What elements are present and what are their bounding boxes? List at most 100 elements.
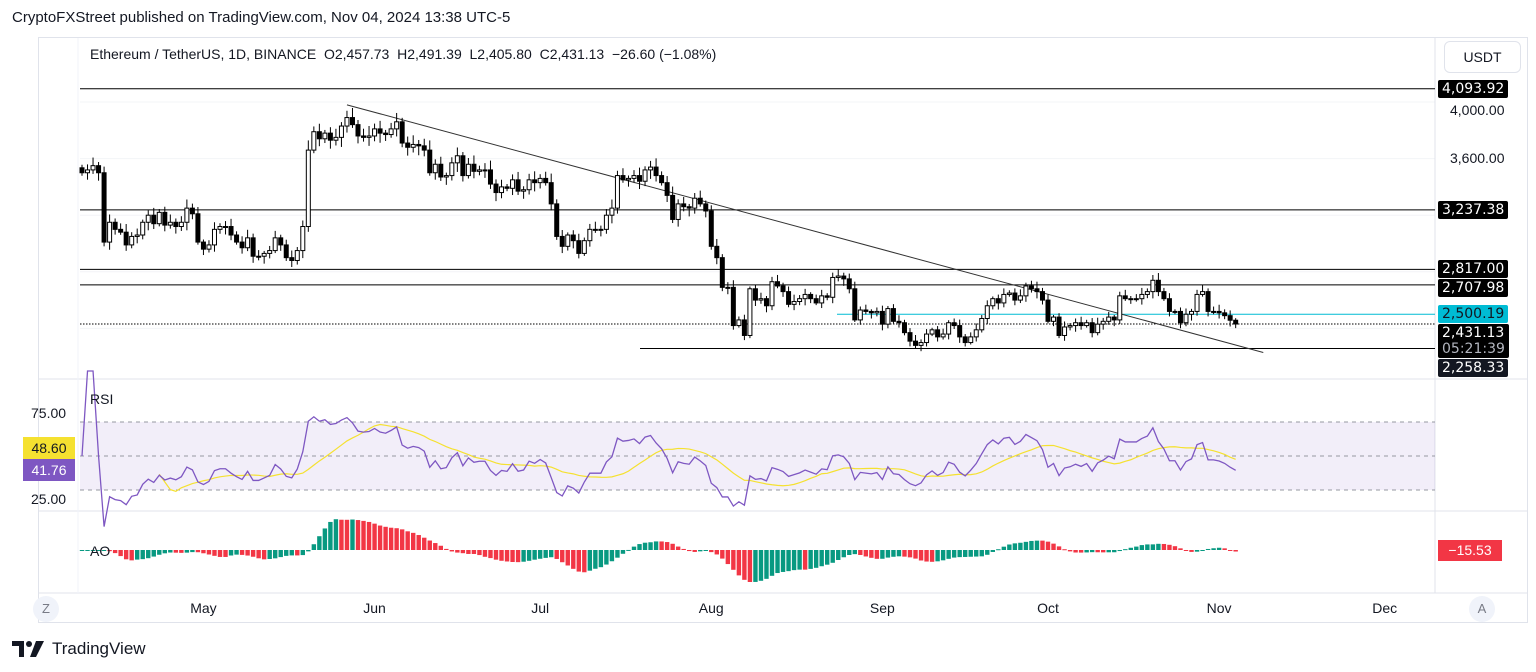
ao-bar-up	[1029, 540, 1034, 550]
candle-up	[990, 298, 996, 307]
candle-up	[261, 252, 267, 257]
ao-bar-up	[604, 550, 609, 565]
price-level-tag: 3,237.38	[1438, 200, 1509, 219]
candle-down	[852, 288, 858, 321]
ao-bar-up	[968, 550, 973, 557]
ao-bar-up	[1145, 544, 1150, 550]
candle-down	[1233, 319, 1239, 325]
ao-bar-up	[1012, 543, 1018, 550]
candle-up	[1133, 298, 1139, 301]
candle-up	[366, 135, 372, 138]
ao-bar-down	[239, 550, 245, 555]
ao-bar-down	[571, 550, 576, 569]
ao-bar-down	[725, 550, 731, 565]
ao-bar-up	[1018, 542, 1023, 550]
price-level-tag: 2,500.19	[1438, 305, 1509, 324]
rsi-tick-25: 25.00	[31, 491, 67, 507]
candle-down	[697, 197, 703, 205]
price-level-value: 2,817.00	[1442, 261, 1505, 278]
candle-up	[725, 286, 731, 289]
candle-up	[1084, 322, 1090, 327]
candle-up	[973, 329, 979, 338]
ao-bar-down	[173, 550, 179, 553]
ao-bar-up	[648, 542, 653, 550]
candle-up	[178, 221, 184, 228]
candle-up	[129, 235, 135, 246]
candle-down	[1078, 322, 1084, 327]
candle-up	[791, 301, 797, 305]
ao-bar-down	[504, 550, 510, 562]
candle-up	[217, 226, 223, 230]
candle-down	[808, 293, 814, 300]
price-level-value: 3,237.38	[1442, 201, 1505, 218]
ao-bar-up	[896, 550, 902, 557]
ao-bar-down	[477, 550, 482, 556]
ao-bar-up	[1128, 547, 1133, 550]
candle-up	[648, 166, 654, 171]
ao-bar-down	[1095, 550, 1100, 553]
ao-bar-down	[692, 550, 697, 552]
candle-up	[300, 226, 306, 252]
timezone-button[interactable]: Z	[33, 596, 59, 622]
ao-bar-up	[780, 550, 786, 572]
candle-up	[929, 329, 935, 335]
currency-button[interactable]: USDT	[1444, 41, 1521, 73]
ao-bar-up	[775, 550, 780, 574]
ao-bar-up	[598, 550, 604, 568]
ao-bar-down	[510, 550, 515, 563]
candle-down	[637, 175, 643, 182]
candle-down	[1089, 322, 1095, 334]
candle-up	[465, 163, 471, 177]
candle-up	[819, 295, 825, 304]
ao-bar-up	[1216, 547, 1222, 550]
ao-bar-down	[129, 550, 134, 561]
ao-bar-up	[791, 550, 797, 571]
ao-bar-down	[1051, 543, 1056, 550]
ao-bar-down	[201, 550, 206, 554]
candle-up	[134, 234, 140, 237]
candle-up	[802, 293, 808, 300]
ao-bar-up	[1023, 541, 1029, 550]
candle-up	[587, 228, 593, 242]
candle-down	[361, 135, 367, 138]
candle-up	[521, 189, 527, 192]
ao-bar-down	[422, 537, 427, 550]
candle-up	[835, 275, 841, 278]
ao-bar-down	[460, 550, 466, 554]
ao-bar-down	[339, 519, 344, 550]
candle-down	[752, 288, 758, 301]
ao-bar-up	[620, 550, 626, 554]
candle-up	[476, 169, 482, 172]
ao-bar-up	[1034, 540, 1040, 550]
ao-bar-down	[1062, 549, 1067, 551]
symbol-name[interactable]: Ethereum / TetherUS, 1D, BINANCE	[90, 46, 317, 62]
candle-down	[670, 194, 676, 220]
candle-down	[576, 240, 582, 254]
rsi-value-tag: 41.76	[23, 459, 75, 481]
candle-up	[1023, 285, 1029, 297]
tradingview-logo[interactable]: TradingView	[12, 639, 146, 659]
candle-down	[173, 221, 179, 228]
candle-up	[625, 177, 631, 181]
price-level-value: 4,093.92	[1442, 80, 1505, 97]
ao-bar-down	[245, 550, 250, 556]
ao-bar-up	[168, 550, 173, 553]
ao-bar-down	[1172, 546, 1178, 550]
ao-bar-down	[361, 520, 366, 550]
ao-bar-down	[731, 550, 736, 570]
candle-up	[1128, 298, 1134, 301]
candle-up	[85, 169, 91, 174]
candle-up	[885, 308, 891, 325]
candle-down	[763, 298, 769, 307]
auto-scale-button[interactable]: A	[1469, 596, 1495, 622]
candle-down	[1122, 295, 1128, 300]
price-level-tag: 2,258.33	[1438, 359, 1509, 378]
candle-up	[940, 333, 946, 338]
candle-down	[504, 186, 510, 189]
candle-up	[1106, 316, 1112, 322]
candle-down	[1012, 292, 1018, 301]
ao-bar-down	[377, 525, 383, 550]
tradingview-logo-icon	[12, 641, 44, 657]
price-level-value: 2,500.19	[1442, 306, 1505, 323]
